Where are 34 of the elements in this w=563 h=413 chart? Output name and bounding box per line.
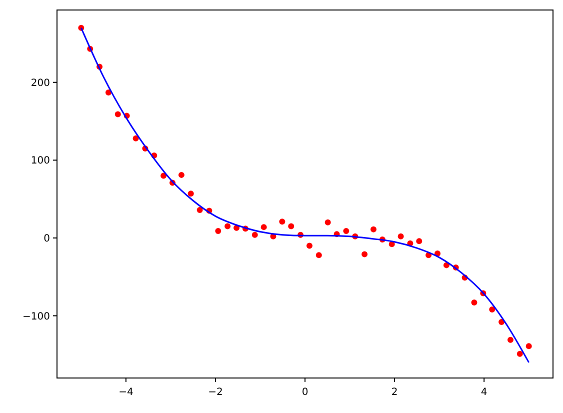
x-tick-label: 4 [480,387,488,398]
point [489,306,496,313]
x-tick-label: −4 [118,387,134,398]
point [224,223,231,230]
point [370,226,376,232]
point [316,252,322,258]
y-tick-label: 200 [30,78,50,89]
point [260,224,267,230]
point [178,172,184,178]
point [132,135,139,142]
x-tick-label: 2 [391,387,398,398]
point [324,219,331,226]
point [252,232,258,238]
point [471,300,478,306]
y-tick-label: 0 [44,233,50,244]
point [516,350,523,357]
point [196,206,203,213]
point [288,223,294,230]
x-tick-label: 0 [302,387,308,398]
point [279,218,286,225]
point [343,228,350,234]
point [188,190,194,197]
point [215,228,222,234]
y-tick-label: −100 [22,311,50,322]
y-tick-label: 100 [30,156,50,167]
point [306,242,312,249]
point [507,336,514,343]
point [362,251,368,258]
point [114,111,121,118]
point [416,238,422,244]
point [526,343,532,350]
x-tick-label: −2 [208,387,223,398]
point [105,89,112,96]
point [398,233,404,240]
